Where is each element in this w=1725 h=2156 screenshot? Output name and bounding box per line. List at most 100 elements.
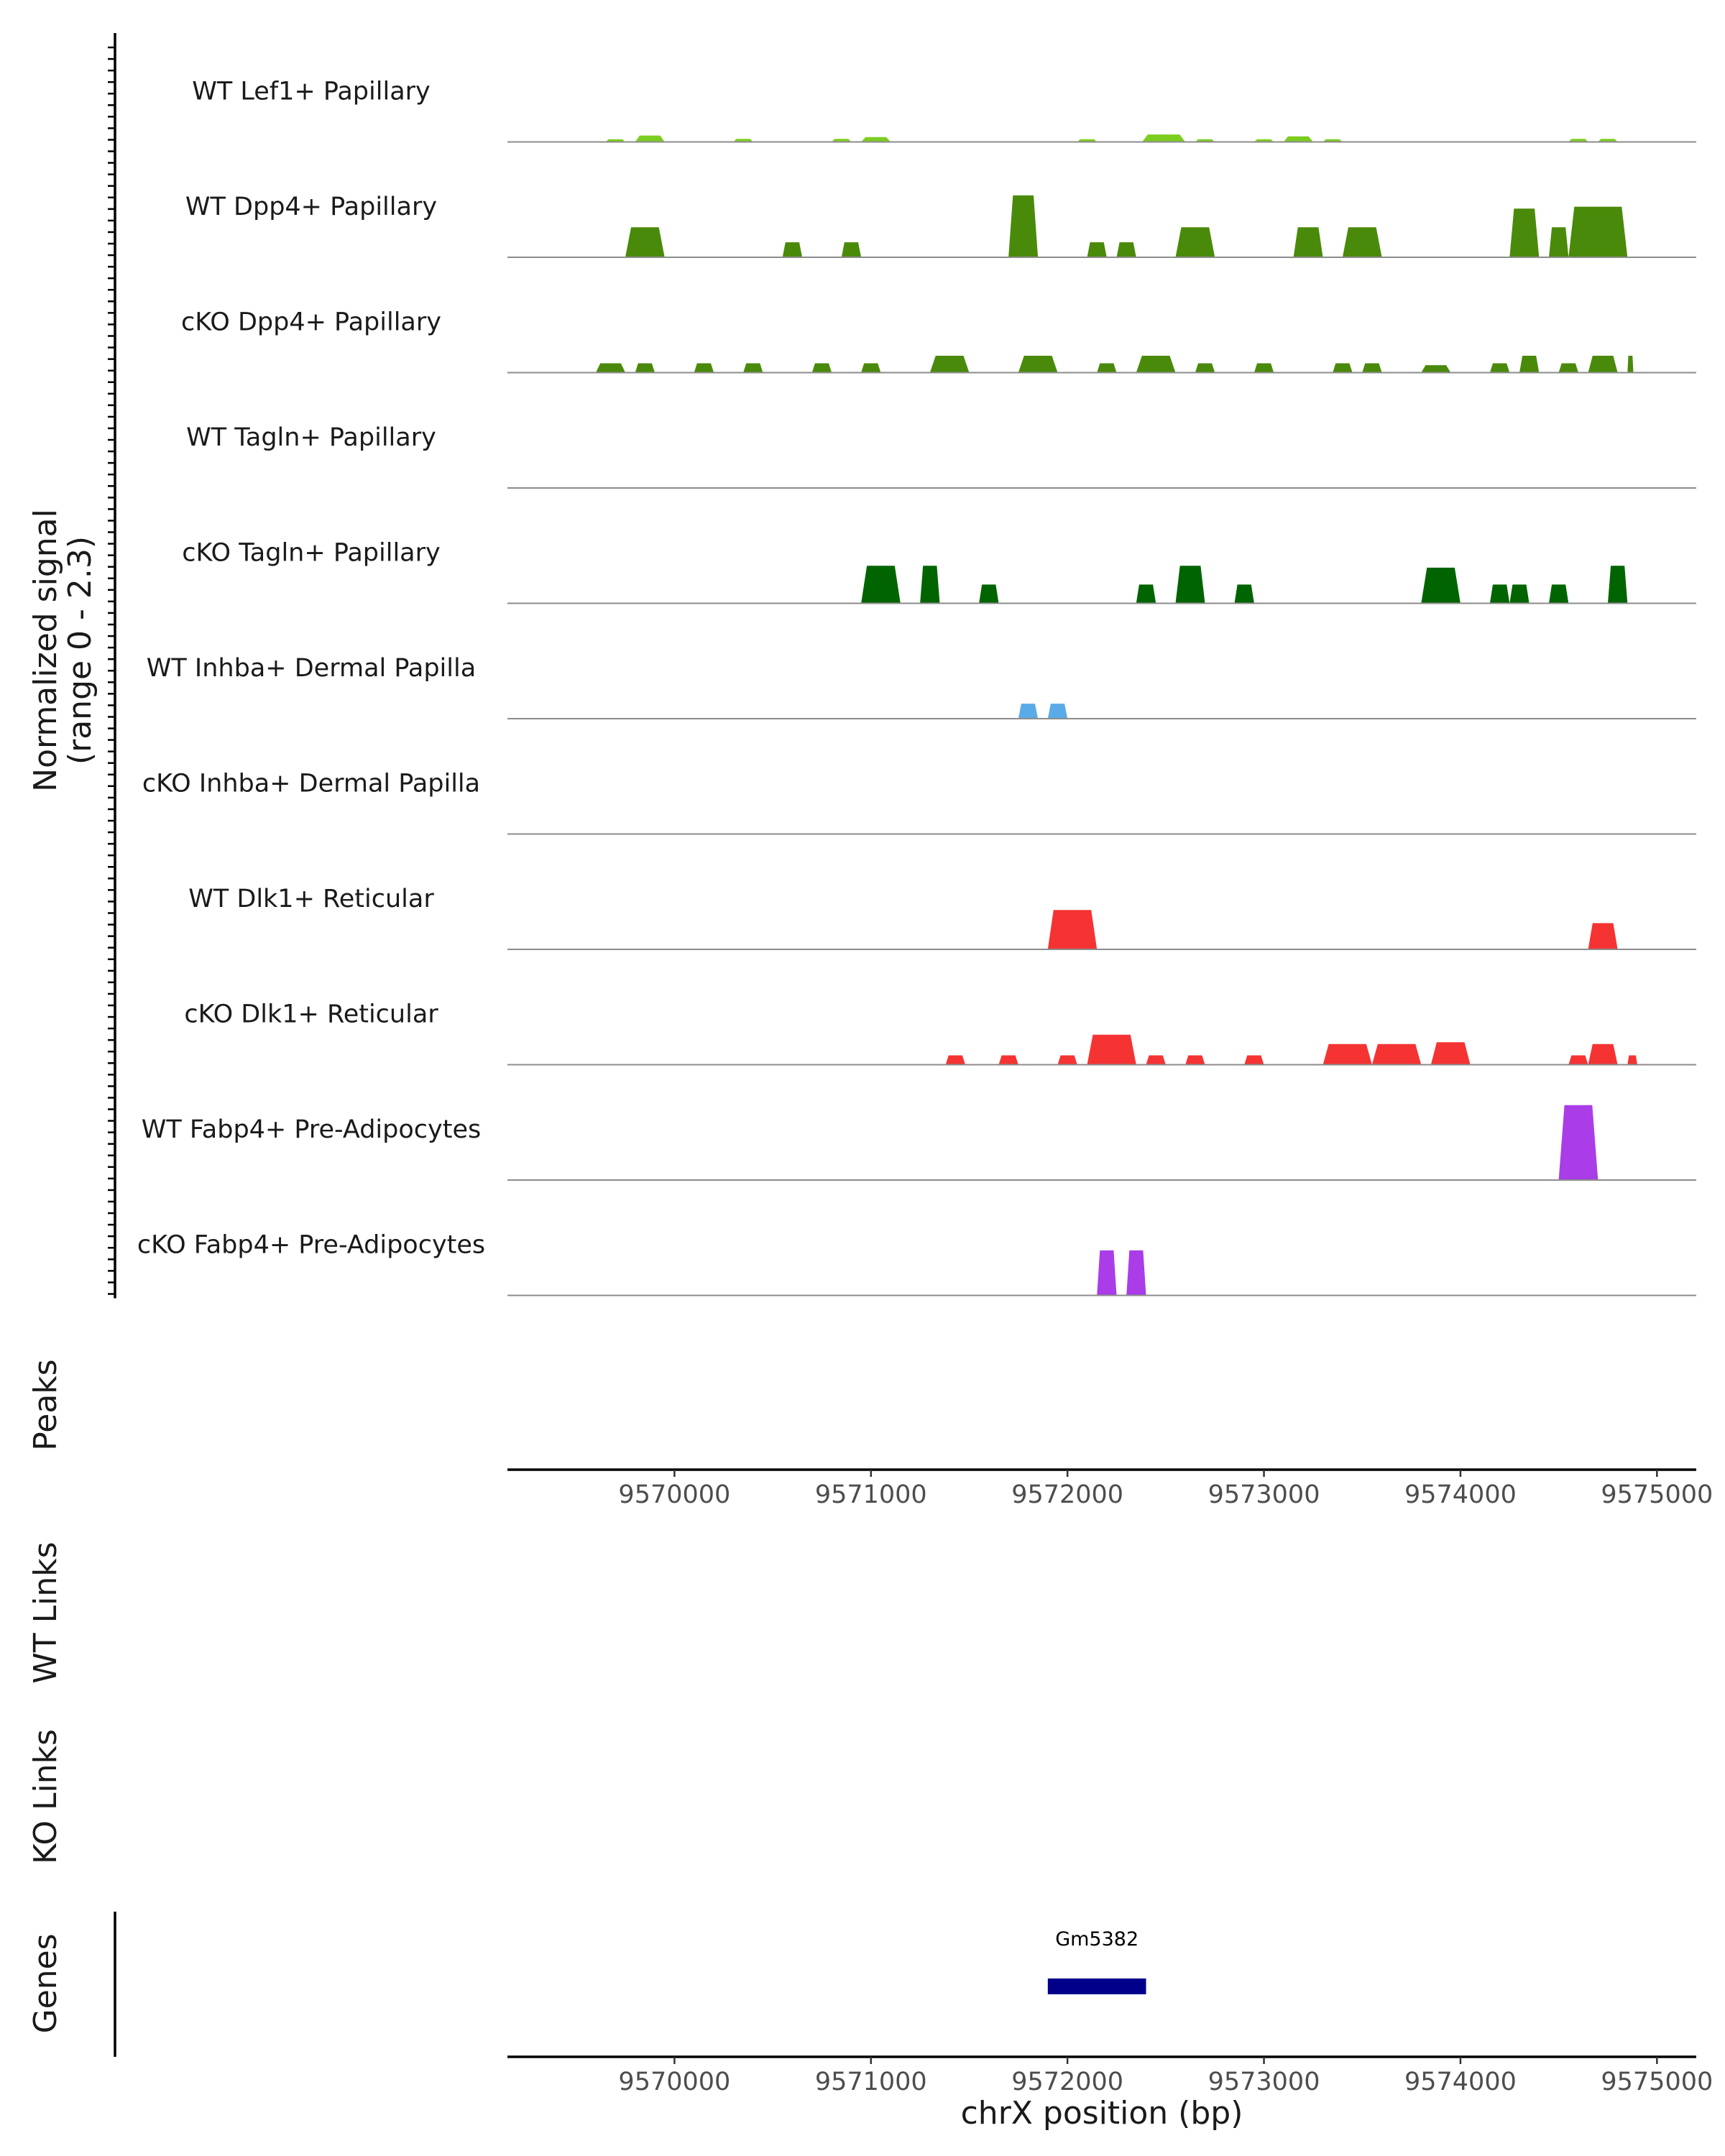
coverage-peak [625,227,665,257]
coverage-track: WT Dlk1+ Reticular [188,885,1696,950]
coverage-peak [635,363,655,373]
coverage-peak [1558,363,1578,373]
coverage-track: WT Dpp4+ Papillary [185,193,1696,258]
coverage-peak [782,242,803,257]
coverage-track: cKO Fabp4+ Pre-Adipocytes [137,1231,1696,1296]
coverage-peak [1509,208,1540,257]
coverage-peak [1489,584,1510,604]
coverage-peak [1489,363,1510,373]
coverage-peak [832,139,852,142]
peaks-panel-title: Peaks [27,1359,64,1450]
track-label: cKO Tagln+ Papillary [182,539,441,568]
track-label: cKO Dpp4+ Papillary [181,308,441,337]
coverage-peak [861,566,901,604]
coverage-peak [596,363,625,373]
coverage-peak [1142,134,1186,142]
coverage-peak [1008,195,1039,257]
coverage-peak [998,1055,1018,1065]
gene-body [1047,1978,1146,1994]
coverage-peak [1519,356,1540,373]
coverage-peak [1588,1044,1618,1065]
coverage-peak [979,584,999,604]
coverage-peak [920,566,940,604]
peaks-x-axis-tick-label: 9570000 [618,1480,730,1509]
coverage-peak [1421,365,1451,373]
coverage-peak [1549,584,1569,604]
track-label: cKO Dlk1+ Reticular [184,1000,438,1029]
coverage-peak [1342,227,1382,257]
peaks-x-axis-tick-label: 9573000 [1208,1480,1320,1509]
coverage-peak [743,363,763,373]
genes-x-axis-tick-label: 9575000 [1601,2068,1713,2096]
genes-panel: Gm5382 [1047,1928,1146,1994]
coverage-peak [1244,1055,1264,1065]
coverage-peak [1598,139,1618,142]
coverage-peak [1421,567,1460,604]
wt-links-panel-title: WT Links [27,1542,64,1683]
coverage-track: WT Fabp4+ Pre-Adipocytes [142,1105,1696,1181]
coverage-peak [1136,356,1176,373]
coverage-peak [1175,566,1205,604]
track-label: WT Inhba+ Dermal Papilla [147,654,476,683]
coverage-peak [1568,206,1628,257]
genes-x-axis-tick-label: 9573000 [1208,2068,1320,2096]
coverage-peak [1234,584,1254,604]
coverage-peak [1175,227,1215,257]
peaks-x-axis-tick-label: 9571000 [815,1480,927,1509]
genes-x-axis-ticks: 9570000 9571000 9572000 9573000 9574000 95750… [618,2057,1713,2096]
coverage-peak [1549,227,1569,257]
coverage-peak [811,363,832,373]
coverage-peak [1047,910,1098,949]
signal-y-axis [108,33,116,1299]
peaks-x-axis-tick-label: 9574000 [1404,1480,1517,1509]
coverage-peak [1097,363,1117,373]
coverage-peak [1627,356,1634,373]
coverage-track: WT Inhba+ Dermal Papilla [147,654,1696,719]
coverage-peak [1185,1055,1205,1065]
peaks-x-axis-ticks: 9570000 9571000 9572000 9573000 9574000 95750… [618,1470,1713,1509]
track-label: WT Tagln+ Papillary [186,423,436,452]
coverage-peak [1195,363,1215,373]
coverage-peak [1136,584,1156,604]
genes-x-axis-tick-label: 9570000 [618,2068,730,2096]
coverage-peak [1333,363,1353,373]
coverage-peak [1588,356,1618,373]
coverage-peak [733,139,753,142]
coverage-track: WT Lef1+ Papillary [192,78,1696,143]
coverage-peak [1322,1044,1372,1065]
coverage-peak [1509,584,1530,604]
coverage-peak [861,363,881,373]
peaks-x-axis-tick-label: 9572000 [1011,1480,1123,1509]
x-axis-title: chrX position (bp) [961,2095,1243,2132]
coverage-peak [694,363,714,373]
coverage-peak [1254,363,1274,373]
coverage-peak [1568,139,1588,142]
coverage-peak [1627,1055,1637,1065]
genes-x-axis-tick-label: 9574000 [1404,2068,1517,2096]
coverage-peak [1293,227,1323,257]
coverage-peak [1047,704,1068,719]
track-label: WT Fabp4+ Pre-Adipocytes [142,1115,481,1144]
coverage-peak [635,135,665,142]
coverage-track: cKO Dpp4+ Papillary [181,308,1696,374]
signal-axis-range: (range 0 - 2.3) [62,536,98,765]
ko-links-panel-title: KO Links [27,1729,64,1864]
coverage-track: WT Tagln+ Papillary [186,423,1696,489]
coverage-peak [1087,242,1107,257]
coverage-track: cKO Tagln+ Papillary [182,539,1696,604]
coverage-peak [945,1055,965,1065]
coverage-tracks: WT Lef1+ Papillary WT Dpp4+ Papillary cKO … [137,78,1696,1296]
coverage-peak [1558,1105,1598,1180]
coverage-peak [1116,242,1136,257]
track-label: cKO Fabp4+ Pre-Adipocytes [137,1231,485,1260]
coverage-peak [1588,923,1618,949]
track-label: cKO Inhba+ Dermal Papilla [142,770,480,798]
coverage-peak [1371,1044,1422,1065]
coverage-peak [1362,363,1382,373]
coverage-peak [1430,1042,1471,1065]
coverage-track: cKO Dlk1+ Reticular [184,1000,1696,1066]
coverage-peak [1097,1250,1117,1296]
coverage-peak [1283,136,1313,142]
